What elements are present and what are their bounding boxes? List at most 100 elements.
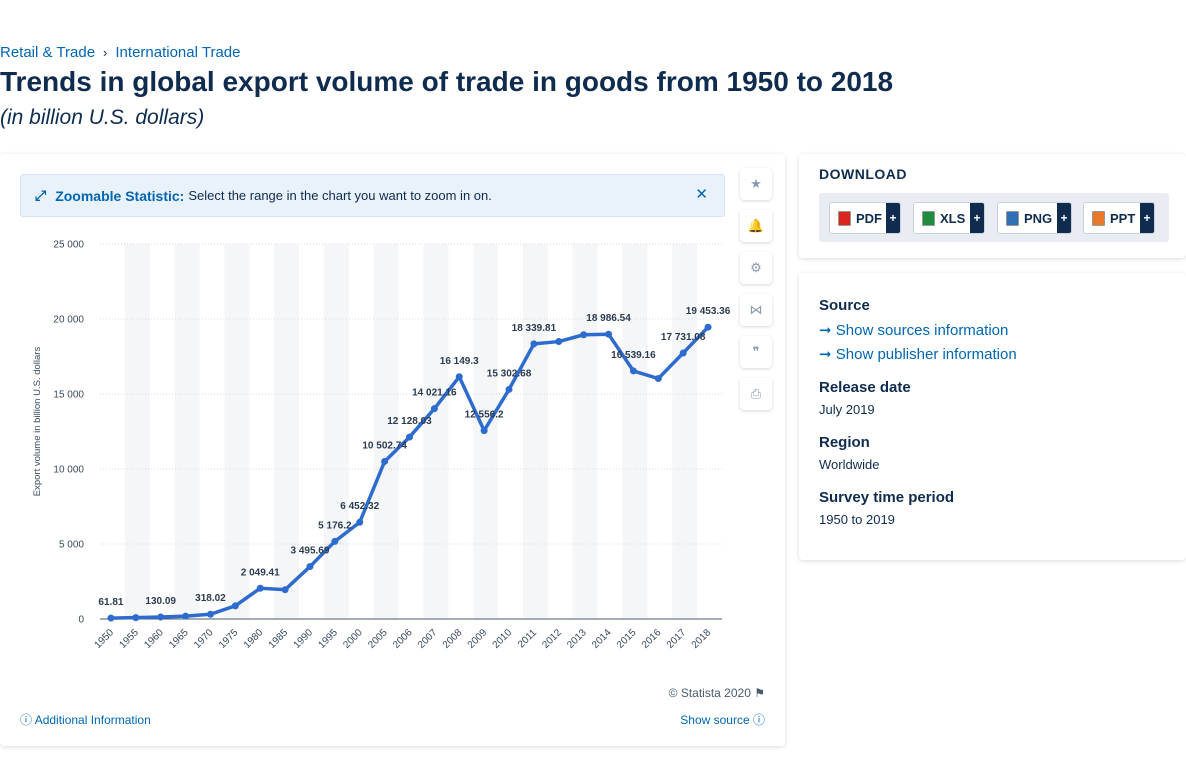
data-label: 19 453.36 (686, 306, 731, 317)
data-label: 18 986.54 (586, 313, 631, 324)
copyright-text: © Statista 2020 (668, 686, 751, 700)
y-tick-label: 15 000 (53, 390, 84, 401)
data-point (480, 427, 488, 435)
data-point (356, 518, 364, 526)
cite-button[interactable]: ❞ (740, 336, 772, 368)
show-sources-label: Show sources information (835, 322, 1009, 339)
x-tick-label: 1980 (242, 627, 266, 651)
y-tick-label: 25 000 (53, 240, 84, 251)
x-tick-label: 2008 (441, 627, 465, 651)
survey-period-heading: Survey time period (819, 489, 955, 506)
x-tick-label: 1950 (93, 627, 117, 651)
data-point (679, 349, 687, 357)
data-label: 130.09 (145, 596, 176, 607)
x-tick-label: 2000 (341, 627, 365, 651)
print-button[interactable]: ⎙ (740, 378, 772, 410)
share-icon: ⋈ (749, 302, 763, 317)
pdf-file-icon (838, 210, 851, 226)
plus-icon[interactable]: + (886, 203, 900, 233)
column-band (323, 244, 349, 619)
column-band (174, 244, 200, 619)
y-tick-label: 20 000 (53, 315, 84, 326)
download-ppt-label: PPT (1110, 210, 1136, 226)
show-publisher-link[interactable]: ➞ Show publisher information (819, 345, 1017, 363)
breadcrumb-link-international-trade[interactable]: International Trade (115, 44, 241, 61)
data-label: 6 452.32 (340, 501, 379, 512)
zoom-banner: ⤢ Zoomable Statistic: Select the range i… (20, 174, 725, 217)
data-point (580, 331, 588, 339)
data-label: 12 556.2 (465, 410, 504, 421)
data-point (704, 323, 712, 331)
additional-information-label: Additional Information (34, 713, 151, 727)
download-pdf-label: PDF (856, 210, 882, 226)
data-point (231, 602, 239, 610)
download-ppt-button[interactable]: PPT + (1083, 202, 1155, 234)
breadcrumb-link-retail[interactable]: Retail & Trade (0, 44, 96, 61)
zoom-label: Zoomable Statistic: (55, 187, 185, 204)
notification-button[interactable]: 🔔 (740, 210, 772, 242)
column-band (274, 244, 300, 619)
y-tick-label: 5 000 (59, 540, 84, 551)
x-tick-label: 1990 (292, 627, 316, 651)
data-label: 12 128.03 (387, 416, 432, 427)
download-pdf-button[interactable]: PDF + (829, 202, 901, 234)
data-point (555, 338, 563, 346)
download-bar: PDF + XLS + PNG + PPT + (819, 193, 1169, 242)
column-band (522, 244, 548, 619)
data-label: 18 339.81 (512, 323, 557, 334)
download-xls-button[interactable]: XLS + (913, 202, 985, 234)
data-label: 16 149.3 (440, 356, 479, 367)
x-tick-label: 1970 (192, 627, 216, 651)
region-value: Worldwide (819, 457, 880, 472)
column-band (622, 244, 648, 619)
x-tick-label: 1955 (117, 627, 141, 651)
data-label: 318.02 (195, 593, 226, 604)
data-point (455, 373, 463, 381)
x-tick-label: 1995 (316, 627, 340, 651)
plus-icon[interactable]: + (970, 203, 984, 233)
data-label: 2 049.41 (241, 567, 280, 578)
x-tick-label: 2017 (665, 627, 689, 651)
chart-card: ⤢ Zoomable Statistic: Select the range i… (0, 154, 785, 746)
data-label: 3 495.69 (291, 546, 330, 557)
data-point (182, 612, 190, 620)
page-subtitle: (in billion U.S. dollars) (0, 106, 205, 129)
zoom-text: Select the range in the chart you want t… (188, 188, 492, 203)
flag-icon[interactable]: ⚑ (754, 686, 765, 700)
x-tick-label: 2014 (590, 627, 614, 651)
page-title: Trends in global export volume of trade … (0, 66, 894, 97)
column-band (423, 244, 449, 619)
data-point (629, 367, 637, 375)
download-png-button[interactable]: PNG + (997, 202, 1072, 234)
additional-information-link[interactable]: ⓘ Additional Information (20, 711, 151, 728)
data-point (530, 340, 538, 348)
copyright: © Statista 2020 ⚑ (669, 686, 765, 700)
show-sources-link[interactable]: ➞ Show sources information (819, 321, 1008, 339)
star-icon: ★ (750, 176, 762, 191)
data-point (406, 433, 413, 441)
release-date-value: July 2019 (819, 402, 875, 417)
region-heading: Region (819, 434, 870, 451)
data-point (107, 614, 115, 622)
share-button[interactable]: ⋈ (740, 294, 772, 326)
close-icon[interactable]: ✕ (695, 186, 708, 203)
data-label: 17 731.08 (661, 332, 706, 343)
data-label: 61.81 (98, 597, 123, 608)
data-point (206, 610, 214, 618)
line-chart[interactable]: 0 5 000 10 000 15 000 20 000 25 000 Export vol… (0, 224, 740, 674)
data-point (331, 537, 339, 545)
show-source-link[interactable]: Show source ⓘ (680, 711, 765, 728)
settings-button[interactable]: ⚙ (740, 252, 772, 284)
png-file-icon (1006, 210, 1019, 226)
x-tick-label: 1985 (267, 627, 291, 651)
data-point (381, 457, 389, 465)
x-tick-label: 2010 (491, 627, 515, 651)
breadcrumb-separator: › (103, 45, 108, 60)
plus-icon[interactable]: + (1140, 203, 1154, 233)
download-panel: DOWNLOAD PDF + XLS + PNG + PPT + (799, 154, 1186, 258)
show-publisher-label: Show publisher information (835, 346, 1017, 363)
favorite-button[interactable]: ★ (740, 168, 772, 200)
xls-file-icon (922, 210, 935, 226)
arrow-right-icon: ➞ (819, 322, 832, 339)
plus-icon[interactable]: + (1057, 203, 1071, 233)
